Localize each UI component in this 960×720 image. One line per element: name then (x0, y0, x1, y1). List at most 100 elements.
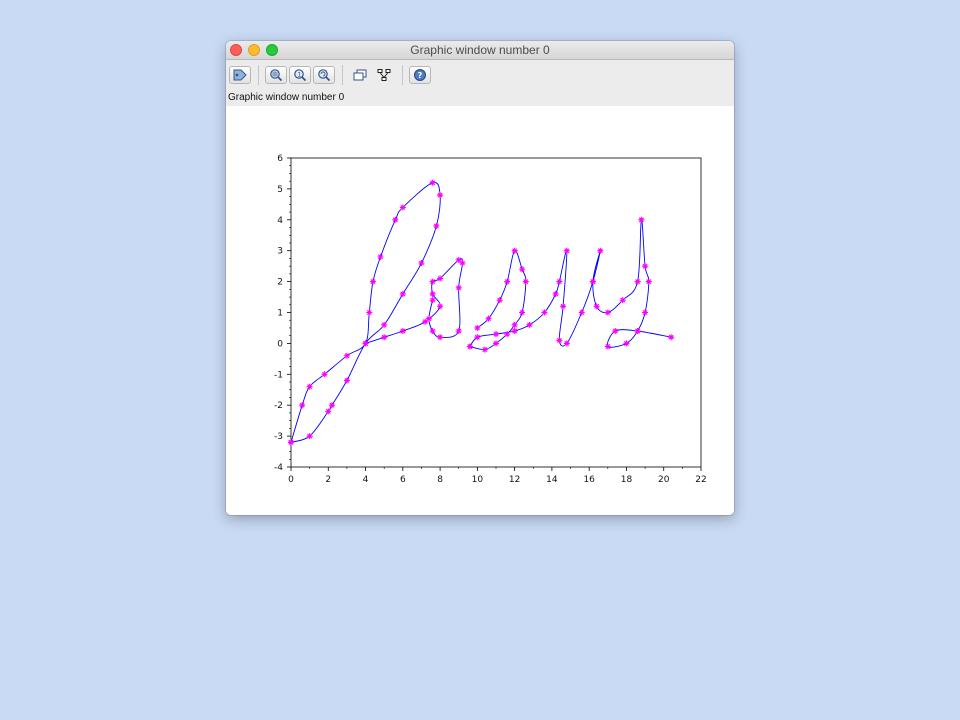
data-point-marker (511, 321, 518, 328)
data-point-marker (399, 204, 406, 211)
toolbar-separator (258, 64, 259, 85)
data-point-marker (381, 334, 388, 341)
y-tick-label: 4 (277, 216, 283, 226)
data-point-marker (604, 309, 611, 316)
y-tick-label: 6 (277, 154, 283, 164)
close-window-button[interactable] (230, 44, 242, 56)
data-point-marker (381, 321, 388, 328)
title-bar[interactable]: Graphic window number 0 (226, 41, 734, 60)
data-point-marker (619, 297, 626, 304)
data-point-marker (422, 318, 429, 325)
data-point-marker (526, 321, 533, 328)
data-point-marker (418, 260, 425, 267)
help-icon: ? (414, 68, 426, 81)
data-point-marker (496, 297, 503, 304)
data-point-marker (597, 247, 604, 254)
maximize-window-button[interactable] (266, 44, 278, 56)
data-point-marker (466, 343, 473, 350)
new-window-icon (353, 69, 367, 80)
series-line (290, 181, 441, 443)
data-point-marker (425, 315, 432, 322)
data-point-marker (366, 309, 373, 316)
svg-text:?: ? (418, 71, 423, 80)
data-point-marker (399, 328, 406, 335)
data-point-marker (493, 340, 499, 347)
x-tick-label: 12 (509, 475, 520, 485)
data-point-marker (437, 192, 444, 199)
zoom-reset-icon: 1 (294, 68, 307, 81)
status-line: Graphic window number 0 (226, 89, 734, 106)
data-point-marker (638, 216, 645, 223)
data-point-marker (437, 334, 444, 341)
y-tick-label: 3 (277, 247, 283, 257)
data-point-marker (556, 278, 563, 285)
y-tick-label: -2 (274, 401, 283, 411)
window-title: Graphic window number 0 (410, 43, 550, 57)
plot-frame (290, 157, 702, 468)
datatip-button[interactable] (229, 65, 251, 84)
data-point-marker (552, 290, 559, 297)
data-point-marker (623, 340, 630, 347)
data-point-marker (519, 309, 526, 316)
data-point-marker (493, 331, 499, 338)
series-line (365, 258, 463, 344)
data-point-marker (306, 383, 313, 390)
toolbar-separator (402, 64, 403, 85)
new-window-button[interactable] (349, 66, 371, 84)
tree-button[interactable] (373, 66, 395, 84)
data-point-marker (481, 346, 488, 353)
data-point-marker (589, 278, 596, 285)
data-point-marker (429, 179, 436, 186)
series-line (469, 219, 672, 348)
x-tick-label: 6 (400, 475, 406, 485)
data-point-marker (455, 284, 462, 291)
data-point-marker (459, 260, 466, 267)
x-tick-label: 14 (546, 475, 558, 485)
datatip-icon (233, 69, 247, 80)
data-point-marker (370, 278, 376, 285)
y-tick-label: 0 (277, 339, 283, 349)
x-tick-label: 10 (472, 475, 484, 485)
data-point-marker (593, 303, 600, 310)
data-point-marker (437, 275, 444, 282)
x-tick-label: 18 (621, 475, 633, 485)
svg-text:1: 1 (297, 70, 301, 78)
data-point-marker (325, 408, 332, 415)
y-tick-label: 5 (277, 185, 283, 195)
toolbar: 1 (226, 60, 734, 89)
data-point-marker (519, 266, 526, 273)
x-tick-label: 2 (325, 475, 331, 485)
help-button[interactable]: ? (409, 65, 431, 84)
minimize-window-button[interactable] (248, 44, 260, 56)
y-tick-label: 2 (277, 278, 283, 288)
rotate-button[interactable] (313, 65, 335, 84)
data-point-marker (474, 334, 481, 341)
data-point-marker (563, 247, 570, 254)
data-point-marker (556, 337, 563, 344)
zoom-button[interactable] (265, 65, 287, 84)
data-point-marker (511, 328, 518, 335)
y-tick-label: -4 (274, 463, 283, 473)
y-tick-label: 1 (277, 309, 283, 319)
data-point-marker (642, 309, 649, 316)
tree-icon (377, 68, 391, 81)
data-point-marker (299, 402, 306, 409)
data-point-marker (563, 340, 570, 347)
data-point-marker (343, 352, 350, 359)
x-tick-label: 20 (658, 475, 670, 485)
data-point-marker (645, 278, 652, 285)
data-point-marker (504, 331, 511, 338)
x-tick-label: 0 (288, 475, 294, 485)
data-point-marker (433, 222, 440, 229)
data-point-marker (485, 315, 492, 322)
data-point-marker (511, 247, 518, 254)
data-point-marker (429, 297, 436, 304)
data-point-marker (392, 216, 399, 223)
x-tick-label: 22 (695, 475, 706, 485)
data-point-marker (429, 278, 436, 285)
data-point-marker (306, 433, 313, 440)
zoom-reset-button[interactable]: 1 (289, 65, 311, 84)
plot-area: 0 2 4 6 8 10 12 14 16 18 20 22 -4 -3 -2 -1 0 1 2 3 4 5 6 (226, 106, 734, 515)
rotate-icon (318, 68, 331, 81)
